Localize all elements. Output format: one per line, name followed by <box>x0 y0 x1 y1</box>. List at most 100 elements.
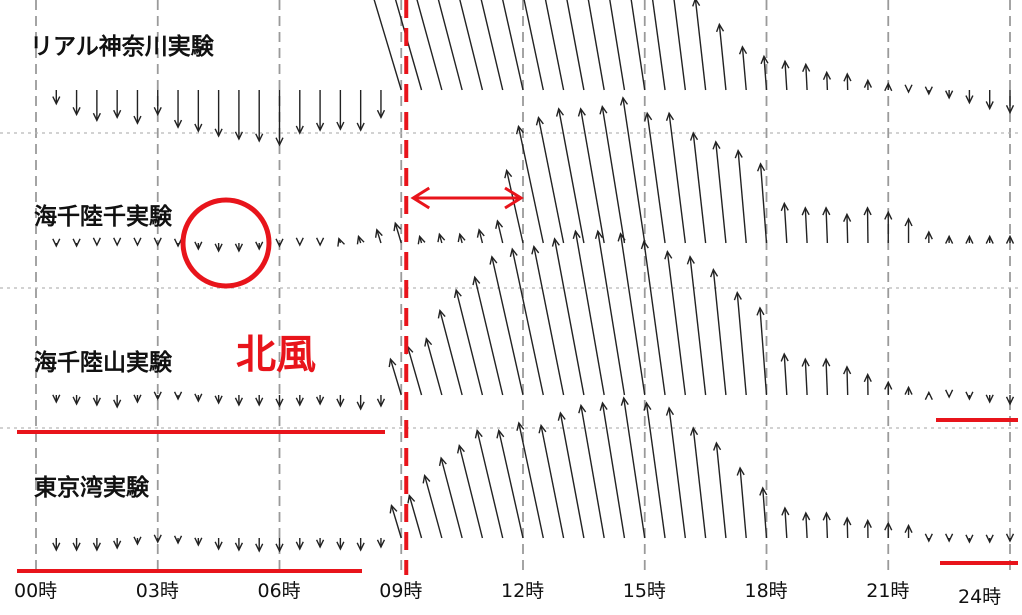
wind-vector <box>644 241 665 395</box>
wind-vector <box>785 508 787 538</box>
wind-vector <box>737 293 746 395</box>
wind-vector <box>459 446 482 539</box>
wind-vector <box>647 113 665 243</box>
wind-vector <box>409 496 421 539</box>
wind-vector <box>805 208 807 243</box>
wind-vector <box>740 468 746 538</box>
wind-vector <box>456 290 482 395</box>
wind-vector <box>443 0 482 90</box>
x-tick-label: 03時 <box>136 576 179 603</box>
x-tick-label: 21時 <box>866 576 909 603</box>
wind-vector-head <box>946 534 953 541</box>
wind-vector <box>826 208 827 243</box>
row-label: 海千陸山実験 <box>34 343 172 377</box>
wind-vector-head <box>317 238 324 245</box>
wind-vector <box>559 109 584 243</box>
wind-vector <box>370 0 401 90</box>
wind-vector <box>669 408 685 538</box>
wind-vector <box>499 431 523 539</box>
wind-vector <box>598 231 625 395</box>
wind-vector <box>625 0 645 90</box>
wind-vector-head <box>946 390 953 397</box>
x-tick-label: 24時 <box>958 582 1001 609</box>
wind-vector-head <box>134 238 141 245</box>
wind-vector-head <box>114 238 121 245</box>
wind-vector-head <box>925 534 932 541</box>
wind-vector <box>826 359 827 395</box>
wind-vector <box>667 252 685 395</box>
wind-vector <box>806 64 807 90</box>
wind-vector <box>535 0 564 90</box>
wind-vector <box>646 403 665 538</box>
wind-vector-head <box>296 238 303 245</box>
wind-vector <box>621 234 645 395</box>
wind-vector <box>649 0 665 90</box>
wind-vector <box>426 339 441 395</box>
row-label: リアル神奈川実験 <box>30 27 214 61</box>
wind-vector <box>624 398 645 538</box>
wind-vector <box>784 354 787 395</box>
wind-vector <box>784 203 786 243</box>
wind-vector <box>805 359 807 395</box>
wind-vector-head <box>175 239 182 246</box>
wind-vector <box>669 113 685 243</box>
wind-vector <box>579 0 604 90</box>
x-tick-label: 12時 <box>501 576 544 603</box>
wind-vector <box>440 311 462 395</box>
row-label: 海千陸千実験 <box>34 197 172 231</box>
wind-vector <box>488 0 523 90</box>
wind-vector <box>847 518 848 538</box>
wind-vector <box>847 367 848 395</box>
wind-vector <box>738 151 746 243</box>
wind-vector <box>441 458 462 538</box>
wind-vector <box>602 107 624 243</box>
wind-vector <box>623 98 645 243</box>
wind-vector <box>716 443 726 538</box>
wind-vector <box>603 403 625 538</box>
wind-vector <box>693 428 705 538</box>
wind-vector <box>785 61 787 90</box>
wind-vector-head <box>357 236 364 244</box>
wind-vector-head <box>418 236 425 244</box>
wind-vector <box>511 0 543 90</box>
wind-vector <box>690 257 706 395</box>
wind-vector <box>602 0 624 90</box>
wind-vector <box>475 277 503 395</box>
wind-vector <box>827 72 828 90</box>
wind-vector <box>719 24 726 90</box>
wind-vector-head <box>73 239 80 246</box>
row-label: 東京湾実験 <box>34 468 149 502</box>
wind-vector <box>760 308 767 395</box>
wind-vector <box>425 476 442 539</box>
wind-vector-head <box>53 239 60 246</box>
wind-vector <box>539 118 564 243</box>
north-wind-label: 北風 <box>236 322 316 380</box>
wind-vector <box>408 346 422 395</box>
wind-vector <box>806 513 807 538</box>
wind-vector-head <box>93 238 100 245</box>
wind-vector <box>541 426 564 539</box>
x-tick-label: 15時 <box>623 576 666 603</box>
x-tick-label: 18時 <box>745 576 788 603</box>
wind-vector-head <box>905 85 912 92</box>
x-tick-label: 06時 <box>258 576 301 603</box>
wind-vector <box>695 0 705 90</box>
wind-vector <box>581 109 604 243</box>
wind-vector <box>761 164 767 243</box>
wind-vector-head <box>925 392 932 399</box>
wind-vector <box>477 431 503 539</box>
wind-vector <box>826 513 827 538</box>
wind-vector <box>560 413 583 538</box>
wind-vector <box>420 0 462 90</box>
wind-vector <box>716 142 726 243</box>
x-tick-label: 00時 <box>14 576 57 603</box>
x-tick-label: 09時 <box>379 576 422 603</box>
wind-vector <box>713 270 726 395</box>
wind-vector-head <box>338 239 345 247</box>
wind-vector <box>693 133 705 243</box>
wind-vector <box>847 214 848 243</box>
wind-vector <box>672 0 685 90</box>
wind-vector <box>581 406 604 539</box>
